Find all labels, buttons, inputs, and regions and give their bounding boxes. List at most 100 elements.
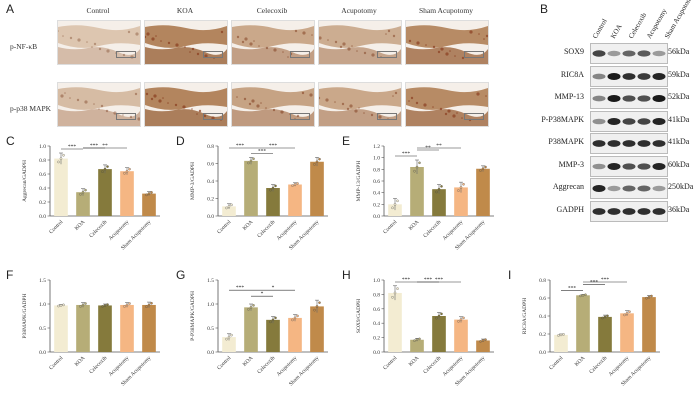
- data-point: [125, 169, 129, 173]
- bar-chart-svg: 0.0 0.2 0.4 0.6 0.8 RIC8A/GADPH Control KOA Cele…: [522, 277, 660, 387]
- bar: [554, 334, 568, 352]
- data-point: [128, 167, 131, 171]
- bar-chart-svg: 0.0 0.2 0.4 0.6 0.8 1.0 1.2 MMP-13/GADPH Control…: [356, 143, 494, 251]
- bar: [244, 160, 258, 216]
- data-point: [650, 294, 653, 298]
- bar: [598, 316, 612, 352]
- data-point: [625, 312, 629, 315]
- data-point: [125, 303, 129, 307]
- data-point: [462, 183, 465, 186]
- significance-label: **: [436, 143, 442, 149]
- y-axis-label: P38MAPK/GADPH: [22, 294, 28, 339]
- x-tick-label: Acupotomy: [608, 355, 631, 378]
- y-tick-label: 1.5: [39, 278, 46, 284]
- blot-kda-label: 250kDa: [668, 182, 694, 191]
- y-tick-label: 0.0: [207, 214, 214, 220]
- scale-bar: [203, 51, 223, 58]
- chart-p-p38mapk: 0.0 0.5 1.0 1.5 P-P38MAPK/GADPH Control KOA Cel…: [180, 274, 340, 404]
- y-tick-label: 0.8: [373, 292, 380, 298]
- scale-bar: [290, 51, 310, 58]
- y-tick-label: 0.6: [207, 162, 214, 168]
- scale-bar: [377, 113, 397, 120]
- x-tick-label: Celecoxib: [422, 219, 442, 239]
- data-point: [484, 165, 487, 169]
- data-point: [84, 188, 87, 192]
- x-tick-label: KOA: [408, 355, 421, 368]
- data-point: [106, 303, 109, 306]
- data-point: [479, 340, 482, 343]
- scale-bar: [464, 113, 484, 120]
- significance-label: ***: [590, 279, 599, 285]
- data-point: [457, 320, 460, 323]
- ihc-image: [57, 82, 141, 127]
- data-point: [271, 318, 275, 322]
- ihc-image: [231, 82, 315, 127]
- ihc-image: [231, 20, 315, 65]
- significance-label: ***: [236, 285, 245, 291]
- panel-letter-h: H: [342, 268, 351, 282]
- data-point: [459, 186, 463, 189]
- data-point: [559, 333, 563, 337]
- ihc-image: [318, 82, 402, 127]
- data-point: [230, 203, 233, 207]
- bar: [54, 158, 68, 216]
- bar: [454, 319, 468, 352]
- data-point: [101, 170, 104, 173]
- y-tick-label: 1.5: [207, 278, 214, 284]
- y-tick-label: 0.5: [207, 326, 214, 332]
- x-tick-label: Acupotomy: [108, 219, 131, 242]
- y-tick-label: 1.0: [373, 156, 380, 162]
- scale-bar: [203, 113, 223, 120]
- bar: [142, 193, 156, 216]
- data-point: [225, 337, 228, 341]
- blot-protein-label: SOX9: [563, 47, 584, 56]
- significance-label: ***: [601, 277, 610, 283]
- data-point: [603, 315, 607, 319]
- significance-label: ***: [269, 143, 278, 149]
- significance-label: ***: [258, 148, 267, 154]
- data-point: [252, 157, 255, 161]
- data-point: [479, 169, 482, 172]
- data-point: [106, 165, 109, 168]
- data-point: [84, 302, 87, 305]
- bar: [476, 340, 490, 352]
- data-point: [435, 190, 438, 194]
- data-point: [313, 308, 316, 312]
- data-point: [457, 189, 460, 192]
- bar: [266, 188, 280, 216]
- x-tick-label: KOA: [74, 219, 87, 232]
- y-tick-label: 0.2: [207, 197, 214, 203]
- blot-protein-label: P38MAPK: [548, 137, 584, 146]
- bar-chart-svg: 0.0 0.2 0.4 0.6 0.8 MMP-3/GADPH Control KOA Cele…: [190, 143, 328, 251]
- blot-strip: [590, 200, 668, 222]
- data-point: [481, 339, 485, 342]
- data-point: [252, 304, 255, 307]
- chart-mmp13: 0.0 0.2 0.4 0.6 0.8 1.0 1.2 MMP-13/GADPH Control…: [346, 140, 506, 268]
- y-tick-label: 0.6: [39, 172, 46, 178]
- ihc-image: [405, 82, 489, 127]
- blot-lane-label: Control: [591, 17, 609, 40]
- x-tick-label: Acupotomy: [442, 219, 465, 242]
- data-point: [79, 305, 82, 308]
- x-tick-label: Acupotomy: [276, 219, 299, 242]
- data-point: [103, 167, 107, 171]
- y-tick-label: 0.0: [207, 350, 214, 356]
- data-point: [57, 304, 60, 308]
- blot-protein-label: GADPH: [556, 204, 584, 214]
- bar: [620, 313, 634, 352]
- data-point: [225, 206, 228, 210]
- x-tick-label: Control: [48, 219, 64, 235]
- blot-protein-label: Aggrecan: [552, 182, 584, 191]
- y-tick-label: 1.0: [373, 278, 380, 284]
- y-tick-label: 0.0: [39, 214, 46, 220]
- scale-bar: [464, 51, 484, 58]
- blot-kda-label: 59kDa: [668, 69, 690, 79]
- bar: [476, 168, 490, 216]
- ihc-row-label: p-p38 MAPK: [10, 104, 52, 113]
- significance-label: ***: [435, 277, 444, 283]
- data-point: [481, 167, 485, 170]
- y-tick-label: 0.8: [539, 278, 546, 284]
- data-point: [271, 186, 275, 190]
- bar: [266, 319, 280, 352]
- y-axis-label: MMP-13/GADPH: [356, 161, 362, 202]
